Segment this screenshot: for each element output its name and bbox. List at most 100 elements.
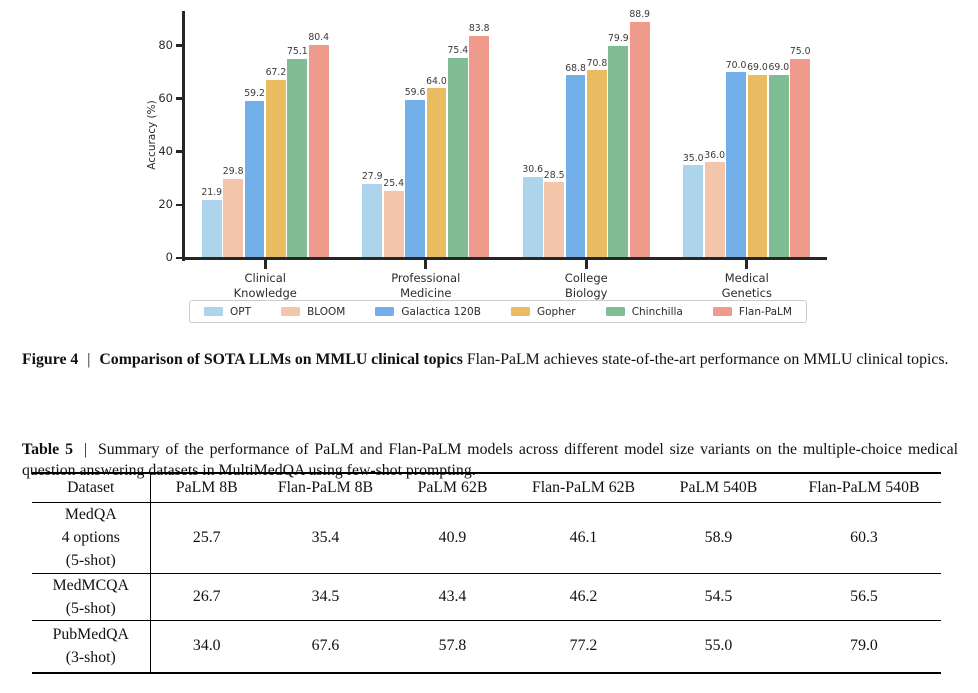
legend-item: BLOOM: [281, 306, 345, 318]
y-tick-label: 80: [158, 37, 173, 52]
bar-value-label: 59.2: [244, 88, 265, 100]
bar-value-label: 67.2: [265, 67, 287, 79]
bar: [266, 79, 286, 258]
column-header: Dataset: [32, 473, 151, 502]
bar: [405, 99, 425, 258]
table-row: MedMCQA (5-shot) 26.7 34.5 43.4 46.2 54.5 56.5: [32, 573, 941, 620]
bar: [747, 74, 768, 258]
x-tick: [584, 259, 588, 269]
legend-item: Flan-PaLM: [712, 306, 792, 318]
table-cell: 40.9: [438, 528, 467, 546]
legend-swatch: [375, 306, 395, 317]
bar-value-label: 69.0: [768, 62, 790, 74]
table-row: PubMedQA (3-shot) 34.0 67.6 57.8 77.2 55.0 79.…: [32, 620, 941, 673]
table-cell: 79.0: [850, 637, 878, 655]
table-cell: 57.8: [438, 637, 467, 655]
legend-item: OPT: [204, 306, 251, 318]
bar: [287, 58, 308, 258]
bar: [426, 88, 447, 258]
table-cell: 35.4: [311, 528, 340, 546]
bar: [308, 44, 329, 258]
legend-label: OPT: [230, 305, 252, 318]
dataset-cell: MedQA 4 options (5-shot): [32, 502, 151, 573]
y-tick: [176, 44, 184, 47]
y-tick: [176, 256, 184, 260]
table-cell: 43.4: [438, 587, 467, 605]
column-header: Flan-PaLM 62B: [531, 478, 636, 496]
legend-swatch: [605, 306, 625, 317]
column-header: Flan-PaLM 8B: [277, 478, 374, 496]
table-cell: 56.5: [850, 587, 878, 605]
table-cell: 26.7: [192, 587, 221, 605]
bar: [608, 45, 629, 258]
bar: [683, 165, 704, 258]
legend-swatch: [510, 306, 530, 317]
y-tick-label: 60: [158, 90, 173, 105]
legend-label: BLOOM: [307, 305, 346, 318]
bar: [790, 58, 811, 258]
bar-value-label: 68.8: [565, 62, 586, 74]
bar-value-label: 88.9: [629, 9, 651, 21]
table-cell: 25.7: [192, 528, 221, 546]
table-cell: 46.1: [569, 528, 598, 546]
category-label: Medical Genetics: [721, 271, 772, 300]
bar-value-label: 75.4: [447, 45, 469, 57]
legend-label: Gopher: [536, 305, 576, 318]
bar: [704, 162, 725, 258]
bar: [223, 178, 244, 258]
bar-value-label: 64.0: [426, 75, 447, 87]
bar-value-label: 75.1: [286, 46, 308, 58]
dataset-cell: PubMedQA (3-shot): [32, 620, 151, 673]
bar: [201, 199, 222, 258]
bar-value-label: 28.5: [543, 169, 565, 181]
figure-caption-label: Figure 4: [22, 350, 79, 368]
table-row: MedQA 4 options (5-shot) 25.7 35.4 40.9 46.1…: [32, 502, 941, 573]
legend-swatch: [712, 306, 732, 317]
figure4-chart: 0 20 40 60 80 21.9 27.9 30.6 35.0 29.8 25.4 28.5 36.…: [0, 0, 978, 330]
legend-item: Galactica 120B: [375, 306, 481, 318]
column-header: PaLM 62B: [417, 478, 488, 496]
y-axis-spine: [182, 11, 185, 261]
x-axis-line: [182, 256, 827, 260]
column-header: PaLM 540B: [679, 478, 758, 496]
y-tick: [176, 203, 184, 207]
bar: [565, 75, 586, 258]
bar-value-label: 35.0: [682, 152, 704, 164]
bar-value-label: 79.9: [607, 33, 629, 45]
bar: [768, 74, 789, 258]
table-cell: 67.6: [311, 637, 340, 655]
legend-item: Gopher: [510, 305, 576, 318]
table-cell: 60.3: [850, 528, 878, 546]
column-header: PaLM 8B: [175, 478, 238, 496]
legend-swatch: [204, 306, 223, 317]
y-axis-title: Accuracy (%): [146, 100, 158, 170]
bar: [522, 176, 543, 258]
table-cell: 55.0: [704, 637, 733, 655]
bar-value-label: 69.0: [747, 62, 768, 74]
bar-value-label: 30.6: [522, 164, 544, 176]
table-cell: 58.9: [704, 528, 733, 546]
bar: [447, 57, 468, 258]
table-cell: 34.5: [311, 587, 340, 605]
bar: [544, 182, 565, 258]
dataset-cell: MedMCQA (5-shot): [32, 573, 151, 620]
bar-value-label: 70.0: [725, 59, 747, 71]
plot-area: 0 20 40 60 80 21.9 27.9 30.6 35.0 29.8 25.4 28.5 36.…: [0, 0, 978, 330]
table5: Dataset PaLM 8B Flan-PaLM 8B PaLM 62B Flan-P…: [32, 472, 941, 674]
y-tick-label: 0: [165, 250, 173, 264]
category-label: College Biology: [564, 271, 608, 300]
x-tick: [263, 259, 267, 269]
table-cell: 46.2: [569, 587, 598, 605]
bar-value-label: 21.9: [201, 187, 223, 199]
bar-value-label: 36.0: [704, 149, 725, 161]
table-cell: 34.0: [192, 637, 221, 655]
bar-value-label: 75.0: [789, 46, 811, 58]
bar: [362, 183, 383, 258]
legend-swatch: [281, 306, 301, 317]
category-label: Clinical Knowledge: [233, 271, 297, 300]
bar: [469, 35, 490, 258]
category-label: Professional Medicine: [391, 271, 461, 300]
bar-value-label: 27.9: [361, 171, 383, 183]
bar: [726, 72, 746, 258]
